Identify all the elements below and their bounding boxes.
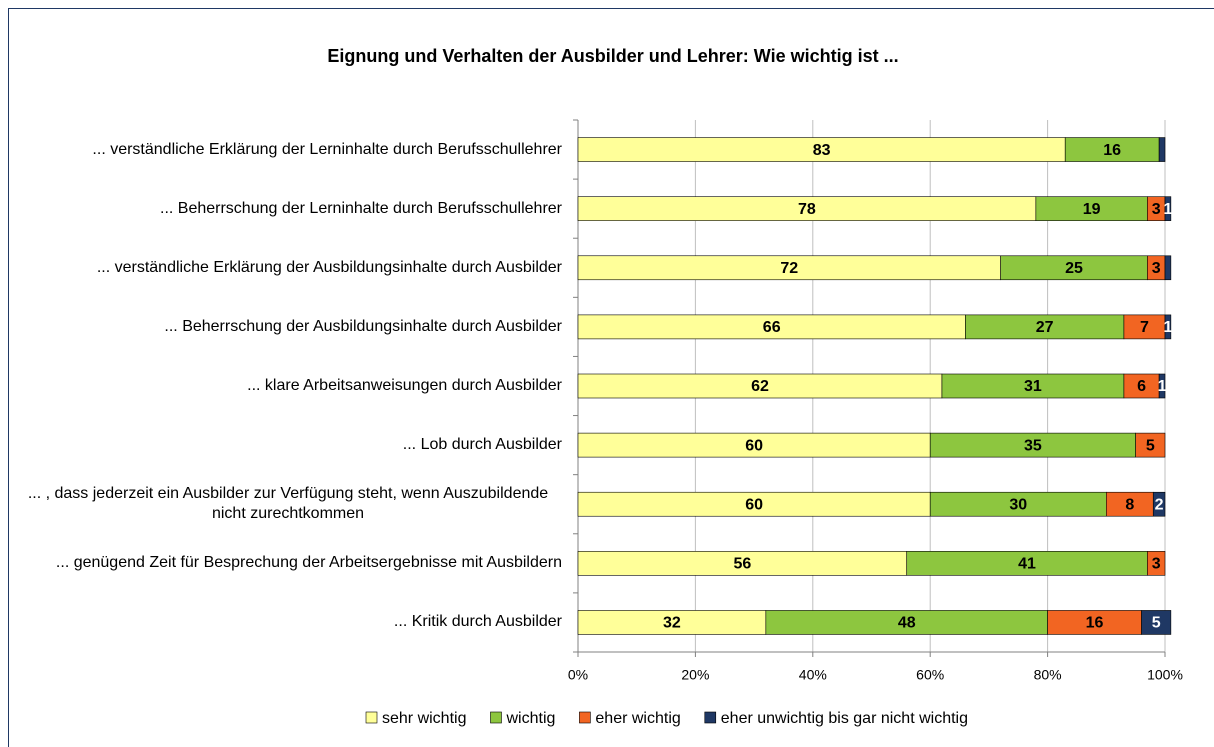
bar-segment	[941, 373, 1125, 399]
bar-segment	[965, 314, 1125, 340]
data-label: 72	[780, 260, 798, 277]
bar-segment	[1141, 610, 1172, 635]
y-tick-label: ... Lob durch Ausbilder	[0, 435, 562, 455]
y-tick-label: ... genügend Zeit für Besprechung der Ar…	[0, 553, 562, 573]
x-tick-label: 80%	[1034, 667, 1062, 683]
data-label: 16	[1103, 142, 1121, 159]
y-tick-label-text: ... Kritik durch Ausbilder	[393, 613, 562, 631]
y-tick-label-text: ... klare Arbeitsanweisungen durch Ausbi…	[247, 377, 562, 394]
bar-segment	[1123, 314, 1166, 340]
data-label: 78	[798, 201, 816, 218]
data-label: 3	[1152, 260, 1161, 277]
bar-segment	[929, 491, 1107, 517]
data-label: 5	[1146, 437, 1155, 454]
bar-segment	[577, 432, 931, 458]
x-tick-label: 60%	[916, 667, 944, 683]
y-tick-label: ... Beherrschung der Ausbildungsinhalte …	[0, 317, 562, 337]
data-label: 31	[1024, 378, 1042, 395]
x-tick-label: 20%	[681, 667, 709, 683]
data-label: 2	[1155, 496, 1164, 513]
legend-swatch	[579, 711, 591, 724]
data-label: 56	[733, 556, 751, 573]
data-label: 25	[1065, 260, 1083, 277]
bar-segment	[577, 196, 1037, 221]
y-tick-label: ... verständliche Erklärung der Ausbildu…	[0, 258, 562, 278]
data-label: 8	[1125, 496, 1134, 513]
data-label: 3	[1152, 556, 1161, 573]
data-label: 32	[663, 615, 681, 632]
data-label: 60	[745, 437, 763, 454]
x-tick-label: 100%	[1147, 667, 1183, 683]
bar-segment	[1164, 314, 1172, 340]
data-label: 19	[1083, 201, 1101, 218]
data-label: 35	[1024, 437, 1042, 454]
data-label: 16	[1086, 615, 1104, 632]
data-label: 83	[813, 142, 831, 159]
bar-segment	[577, 551, 908, 576]
y-tick-label-text: ... verständliche Erklärung der Lerninha…	[92, 140, 562, 158]
legend-label: eher wichtig	[595, 710, 680, 727]
data-label: 5	[1152, 615, 1161, 632]
y-tick-label-text: ... genügend Zeit für Besprechung der Ar…	[55, 554, 562, 572]
y-tick-label-text: ... Beherrschung der Ausbildungsinhalte …	[164, 317, 562, 335]
bar-segment	[577, 255, 1001, 281]
bar-segment	[1152, 491, 1166, 517]
data-label: 6	[1137, 378, 1146, 395]
data-label: 48	[898, 615, 916, 632]
x-tick-label: 0%	[568, 667, 588, 683]
bar-segment	[1158, 373, 1166, 399]
legend-label: eher unwichtig bis gar nicht wichtig	[721, 710, 968, 727]
bar-segment	[577, 373, 943, 399]
data-label: 1	[1163, 201, 1172, 218]
chart-title: Eignung und Verhalten der Ausbilder und …	[327, 46, 898, 66]
data-label: 1	[1158, 378, 1167, 395]
data-label: 7	[1140, 319, 1149, 336]
bar-segment	[577, 610, 767, 635]
y-tick-label: ... Kritik durch Ausbilder	[0, 612, 562, 632]
bar-segment	[1147, 551, 1166, 576]
y-tick-label-text: ... Lob durch Ausbilder	[402, 436, 562, 454]
x-tick-label: 40%	[799, 667, 827, 683]
bar-segment	[1164, 196, 1172, 221]
y-tick-label: ... , dass jederzeit ein Ausbilder zur V…	[0, 484, 562, 524]
data-label: 41	[1018, 556, 1036, 573]
y-tick-label-text: ... Beherrschung der Lerninhalte durch B…	[160, 199, 562, 217]
bar-segment	[1135, 432, 1166, 458]
y-tick-label-text: ... verständliche Erklärung der Ausbildu…	[96, 258, 562, 276]
bar-segment	[1164, 255, 1172, 281]
bar-segment	[906, 551, 1148, 576]
bar-segment	[1000, 255, 1148, 281]
bar-segment	[1123, 373, 1160, 399]
data-label: 30	[1009, 496, 1027, 513]
bar-segment	[1158, 137, 1166, 162]
bar-segment	[1035, 196, 1148, 221]
data-label: 27	[1036, 319, 1054, 336]
bar-segment	[1064, 137, 1160, 162]
legend-swatch	[365, 711, 378, 724]
data-label: 66	[763, 319, 781, 336]
y-tick-label: ... klare Arbeitsanweisungen durch Ausbi…	[0, 376, 562, 396]
y-tick-label: ... Beherrschung der Lerninhalte durch B…	[0, 199, 562, 219]
legend-label: sehr wichtig	[382, 710, 466, 727]
bar-segment	[1106, 491, 1154, 517]
data-label: 3	[1152, 201, 1161, 218]
data-label: 1	[1163, 319, 1172, 336]
data-label: 60	[745, 496, 763, 513]
bar-segment	[577, 137, 1066, 162]
legend-swatch	[490, 711, 502, 724]
data-label: 62	[751, 378, 769, 395]
y-tick-label-text: ... , dass jederzeit ein Ausbilder zur V…	[27, 485, 549, 523]
legend-label: wichtig	[505, 710, 555, 727]
bar-segment	[577, 491, 931, 517]
legend-swatch	[704, 711, 717, 724]
y-tick-label: ... verständliche Erklärung der Lerninha…	[0, 140, 562, 160]
bar-segment	[929, 432, 1136, 458]
